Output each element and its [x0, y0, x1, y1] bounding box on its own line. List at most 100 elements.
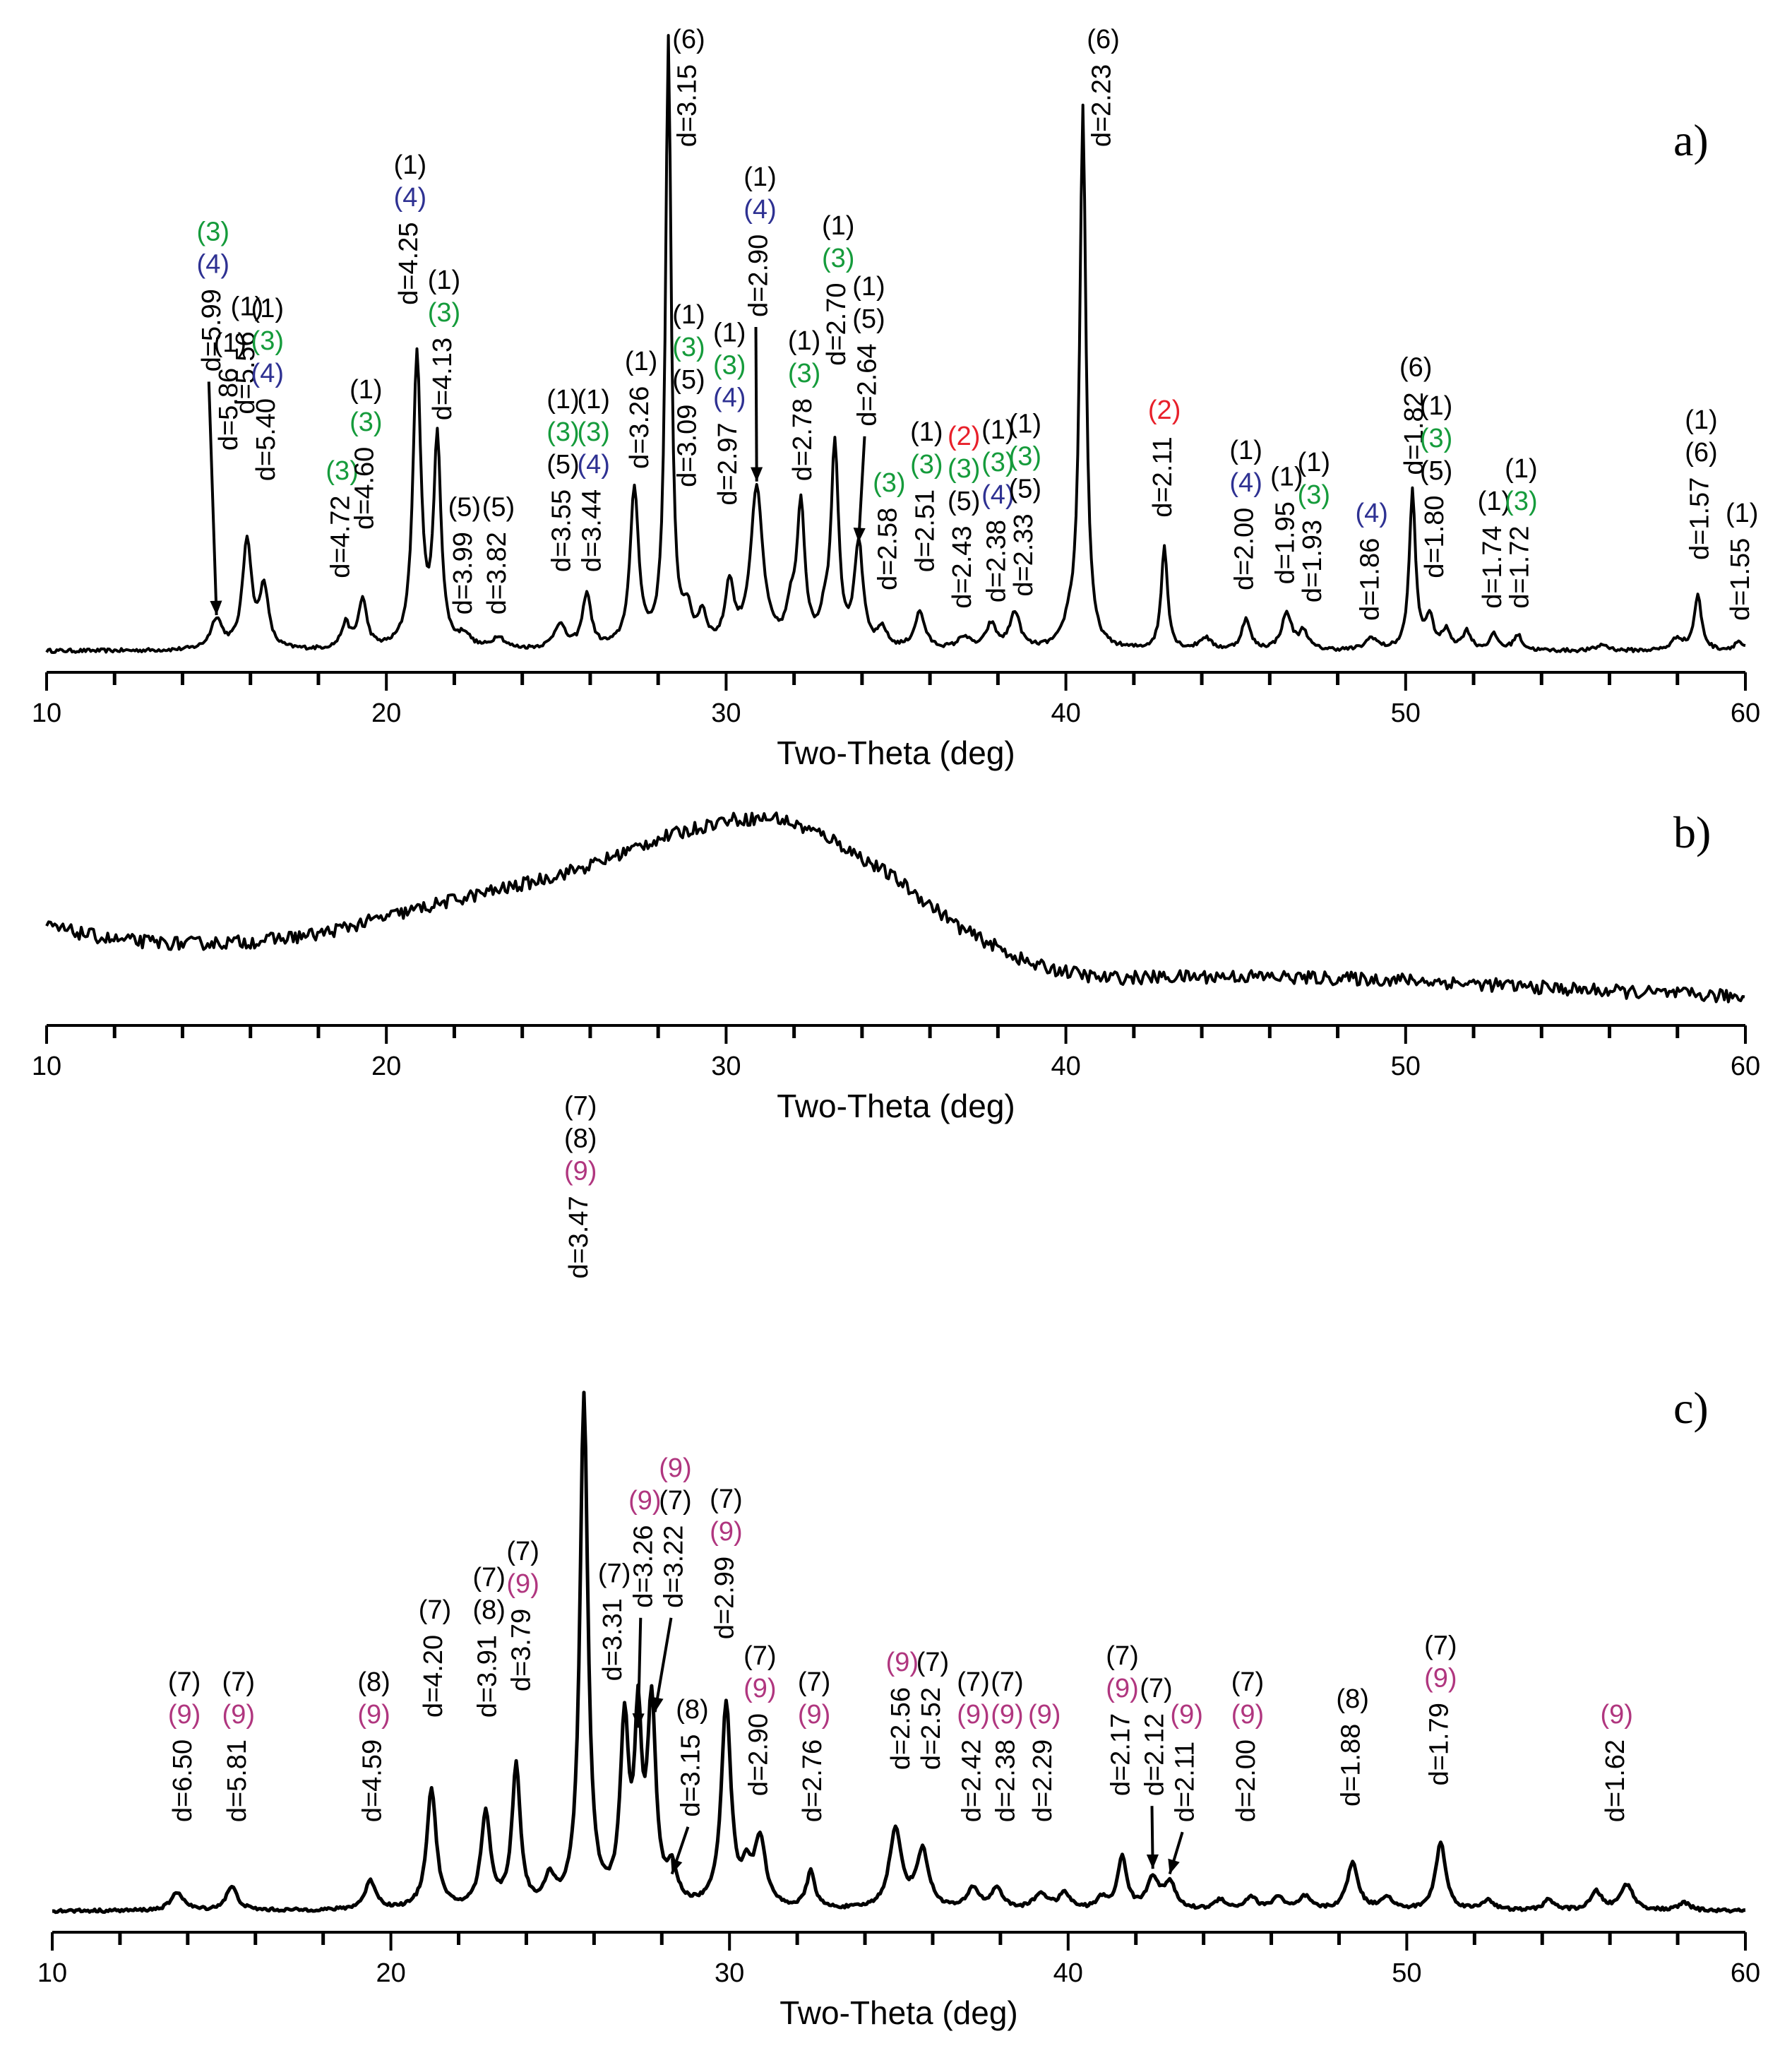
phase-label: (1) — [1270, 462, 1303, 492]
phase-label: (9) — [886, 1648, 919, 1677]
phase-label: (1) — [788, 326, 820, 356]
x-tick-label: 30 — [711, 698, 741, 728]
d-spacing-label: d=2.97 — [713, 422, 743, 505]
phase-label: (1) — [743, 162, 776, 192]
d-spacing-label: d=1.95 — [1270, 501, 1300, 584]
x-tick-label: 30 — [715, 1958, 744, 1988]
phase-label: (4) — [578, 450, 610, 480]
d-spacing-label: d=3.09 — [673, 405, 703, 487]
d-spacing-label: d=2.58 — [873, 508, 902, 590]
phase-label: (1) — [713, 319, 746, 348]
d-spacing-label: d=2.00 — [1230, 508, 1260, 590]
d-spacing-label: d=5.86 — [214, 368, 244, 451]
phase-label: (5) — [1009, 475, 1041, 504]
d-spacing-label: d=1.72 — [1505, 525, 1534, 608]
phase-label: (4) — [394, 183, 426, 213]
phase-label: (7) — [506, 1537, 539, 1566]
phase-label: (8) — [564, 1124, 597, 1154]
phase-label: (5) — [948, 487, 980, 516]
phase-label: (1) — [910, 417, 943, 447]
phase-label: (3) — [197, 217, 229, 246]
annotation-arrow-head — [651, 1696, 664, 1713]
x-tick-label: 40 — [1051, 698, 1080, 728]
phase-label: (9) — [1231, 1700, 1264, 1730]
d-spacing-label: d=3.22 — [659, 1525, 689, 1608]
phase-label: (9) — [1601, 1700, 1633, 1730]
x-tick-label: 20 — [371, 1052, 401, 1081]
phase-label: (3) — [948, 454, 980, 484]
panel-label: c) — [1673, 1383, 1709, 1433]
phase-label: (9) — [1028, 1700, 1061, 1730]
diffraction-pattern-line — [52, 1391, 1746, 1915]
phase-label: (9) — [628, 1486, 661, 1516]
x-tick-label: 60 — [1731, 698, 1760, 728]
d-spacing-label: d=3.79 — [507, 1609, 537, 1691]
phase-label: (5) — [448, 492, 481, 522]
phase-label: (9) — [1106, 1674, 1138, 1703]
x-tick-label: 20 — [376, 1958, 405, 1988]
d-spacing-label: d=1.55 — [1726, 538, 1755, 621]
annotation-arrow-head — [210, 600, 222, 615]
d-spacing-label: d=4.13 — [428, 338, 458, 420]
phase-label: (6) — [1399, 353, 1432, 383]
phase-label: (3) — [1009, 442, 1041, 472]
phase-label: (1) — [546, 385, 579, 415]
phase-label: (1) — [1478, 487, 1510, 516]
d-spacing-label: d=2.56 — [886, 1687, 916, 1770]
phase-label: (5) — [546, 450, 579, 480]
d-spacing-label: d=3.82 — [482, 532, 512, 614]
d-spacing-label: d=2.29 — [1028, 1739, 1058, 1822]
phase-label: (1) — [672, 300, 705, 330]
phase-label: (3) — [1298, 480, 1330, 510]
phase-label: (8) — [676, 1695, 708, 1725]
phase-label: (9) — [710, 1517, 742, 1547]
phase-label: (3) — [981, 448, 1014, 477]
phase-label: (7) — [798, 1667, 830, 1697]
d-spacing-label: d=2.11 — [1148, 436, 1178, 517]
d-spacing-label: d=1.74 — [1478, 525, 1507, 608]
phase-label: (3) — [578, 417, 610, 447]
d-spacing-label: d=3.99 — [448, 532, 478, 614]
phase-label: (1) — [1298, 448, 1330, 477]
annotation-arrow-shaft — [653, 1617, 673, 1713]
x-tick-label: 50 — [1391, 698, 1421, 728]
d-spacing-label: d=2.76 — [798, 1739, 828, 1822]
phase-label: (1) — [214, 328, 246, 358]
d-spacing-label: d=1.62 — [1601, 1739, 1630, 1822]
phase-label: (1) — [394, 150, 426, 180]
panel-b: 10 20 30 40 50 60 Two-Theta (deg) b) — [32, 807, 1760, 1124]
annotation-arrow-head — [1168, 1858, 1180, 1874]
d-spacing-label: d=5.99 — [197, 289, 227, 371]
diffraction-pattern-line — [45, 34, 1746, 654]
d-spacing-label: d=1.93 — [1298, 520, 1327, 602]
phase-label: (1) — [1726, 499, 1758, 528]
phase-label: (9) — [957, 1700, 989, 1730]
phase-label: (1) — [822, 211, 854, 241]
diffraction-pattern-line — [45, 811, 1745, 1004]
annotation-arrow-head — [751, 467, 763, 482]
phase-label: (9) — [222, 1700, 255, 1730]
phase-label: (3) — [873, 468, 905, 498]
phase-label: (1) — [852, 272, 885, 302]
phase-label: (3) — [546, 417, 579, 447]
d-spacing-label: d=3.44 — [578, 489, 607, 572]
phase-label: (9) — [357, 1700, 390, 1730]
phase-label: (7) — [168, 1667, 201, 1697]
phase-label: (9) — [168, 1700, 201, 1730]
phase-label: (9) — [1170, 1700, 1202, 1730]
phase-label: (9) — [506, 1569, 539, 1599]
d-spacing-label: d=5.40 — [251, 398, 281, 481]
phase-label: (7) — [991, 1667, 1023, 1697]
phase-label: (9) — [991, 1700, 1023, 1730]
d-spacing-label: d=4.20 — [419, 1635, 448, 1718]
d-spacing-label: d=2.17 — [1106, 1713, 1136, 1796]
annotation-arrow-shaft — [857, 436, 866, 542]
d-spacing-label: d=3.91 — [473, 1635, 503, 1718]
phase-label: (1) — [1009, 410, 1041, 439]
d-spacing-label: d=3.55 — [546, 489, 576, 572]
x-tick-label: 20 — [371, 698, 401, 728]
d-spacing-label: d=2.11 — [1171, 1742, 1200, 1822]
d-spacing-label: d=4.25 — [394, 222, 424, 305]
d-spacing-label: d=2.43 — [948, 525, 977, 608]
